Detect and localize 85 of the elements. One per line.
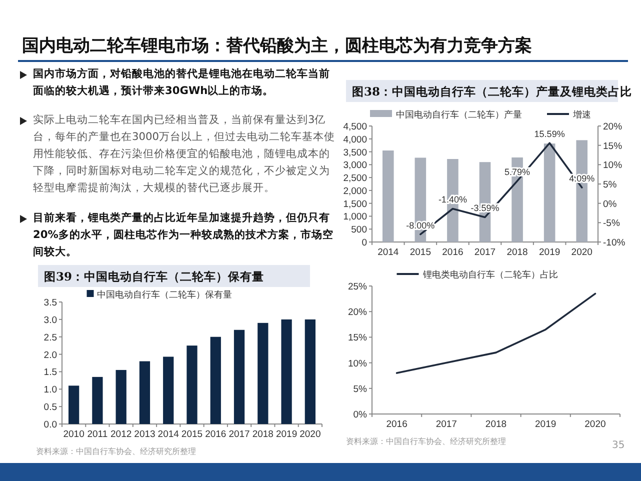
y-tick-label: 1,500 bbox=[343, 198, 367, 210]
text: 目前来看，锂电类产量的占比近年呈加速提升趋势，但仍只有20%多的水平，圆柱电芯作为一种较成熟的技术方案，市场空间较大。 bbox=[33, 211, 334, 260]
y2-tick-label: 0% bbox=[603, 198, 618, 210]
x-tick-label: 2020 bbox=[300, 429, 321, 440]
y2-tick-label: 20% bbox=[603, 122, 623, 132]
bar bbox=[258, 322, 268, 424]
bar bbox=[68, 386, 80, 424]
x-tick-label: 2017 bbox=[436, 419, 457, 430]
legend-label: 锂电类电动自行车（二轮车）占比 bbox=[422, 270, 558, 280]
text: 国内电动二轮车锂电市场：替代铅酸为主，圆柱电芯为有力竞争方案 bbox=[22, 35, 533, 57]
chart-title: 图39：中国电动自行车（二轮车）保有量 bbox=[44, 270, 264, 284]
x-tick-label: 2010 bbox=[63, 429, 84, 440]
text: 资料来源：中国自行车协会、经济研究所整理 bbox=[36, 447, 196, 456]
y-tick-label: 3.0 bbox=[44, 314, 57, 326]
data-label: 15.59% bbox=[534, 129, 565, 140]
legend-label: 中国电动自行车（二轮车）保有量 bbox=[96, 290, 232, 300]
legend-label: 中国电动自行车（二轮车）产量 bbox=[396, 110, 522, 120]
bar bbox=[544, 144, 556, 242]
x-tick-label: 2012 bbox=[110, 429, 132, 440]
y2-tick-label: 5% bbox=[603, 180, 618, 190]
x-tick-label: 2016 bbox=[442, 247, 464, 258]
bar bbox=[210, 336, 221, 424]
bar bbox=[116, 370, 126, 424]
x-tick-label: 2015 bbox=[410, 247, 431, 258]
data-label: -1.40% bbox=[438, 194, 467, 205]
y-tick-label: 5% bbox=[353, 384, 368, 395]
y-tick-label: 0% bbox=[353, 410, 368, 420]
y-tick-label: 15% bbox=[348, 332, 368, 344]
x-tick-label: 2017 bbox=[474, 247, 496, 258]
y-tick-label: 1.5 bbox=[44, 367, 57, 378]
bar bbox=[163, 356, 174, 424]
x-tick-label: 2019 bbox=[535, 419, 556, 430]
y2-tick-label: -10% bbox=[603, 238, 626, 248]
line-series bbox=[396, 292, 596, 374]
text: 35 bbox=[612, 440, 625, 451]
y-tick-label: 3,500 bbox=[343, 147, 367, 158]
y-tick-label: 2.0 bbox=[44, 350, 57, 361]
bar bbox=[281, 319, 292, 424]
x-tick-label: 2018 bbox=[252, 429, 274, 440]
bar bbox=[92, 376, 103, 424]
y-tick-label: 10% bbox=[348, 358, 368, 370]
bar bbox=[186, 346, 198, 424]
x-tick-label: 2019 bbox=[276, 429, 298, 440]
y-tick-label: 3.5 bbox=[44, 298, 57, 308]
bar bbox=[234, 330, 245, 424]
y-tick-label: 25% bbox=[348, 282, 368, 292]
data-label: 5.79% bbox=[504, 166, 530, 177]
y2-tick-label: 15% bbox=[603, 140, 623, 152]
y-tick-label: 0.5 bbox=[44, 402, 57, 414]
x-tick-label: 2016 bbox=[205, 429, 226, 440]
y2-tick-label: -5% bbox=[603, 218, 620, 230]
x-tick-label: 2015 bbox=[181, 429, 203, 440]
y-tick-label: 500 bbox=[351, 224, 367, 236]
data-label: 4.09% bbox=[569, 174, 595, 184]
bar bbox=[139, 361, 150, 424]
x-tick-label: 2014 bbox=[378, 247, 399, 258]
x-tick-label: 2018 bbox=[485, 419, 507, 430]
y-tick-label: 1.0 bbox=[44, 384, 57, 396]
chart-title: 图38：中国电动自行车（二轮车）产量及锂电类占比 bbox=[352, 84, 632, 98]
text: 国内市场方面，对铅酸电池的替代是锂电池在电动二轮车当前面临的较大机遇，预计带来30GWh以上的市场。 bbox=[33, 66, 331, 99]
bar bbox=[304, 319, 316, 424]
x-tick-label: 2020 bbox=[571, 247, 592, 258]
y2-tick-label: 10% bbox=[603, 160, 623, 172]
x-tick-label: 2016 bbox=[386, 419, 408, 430]
y-tick-label: 2,500 bbox=[343, 173, 367, 184]
x-tick-label: 2018 bbox=[506, 247, 528, 258]
y-tick-label: 4,500 bbox=[343, 122, 367, 132]
text: 资料来源：中国自行车协会、经济研究所整理 bbox=[346, 437, 506, 446]
x-tick-label: 2011 bbox=[87, 429, 108, 440]
y-tick-label: 1,000 bbox=[343, 212, 367, 223]
bar bbox=[382, 150, 394, 242]
legend-label: 增速 bbox=[572, 110, 591, 120]
x-tick-label: 2019 bbox=[539, 247, 560, 258]
y-tick-label: 3,000 bbox=[343, 160, 367, 172]
y-tick-label: 20% bbox=[348, 307, 368, 318]
y-tick-label: 4,000 bbox=[343, 134, 367, 146]
text: 实际上电动二轮车在国内已经相当普及，当前保有量达到3亿台，每年的产量也在3000万台以上，但过去电动二轮车基本使用性能较低、存在污染但价格便宜的铅酸电池，随锂电成本的下降，同时新国标对电动二轮车定义的规范化，不少被定义为轻型电摩需提前淘汰，大规模的替代已逐步展开。 bbox=[33, 113, 336, 196]
y-tick-label: 2,000 bbox=[343, 186, 367, 197]
y-tick-label: 0 bbox=[362, 238, 367, 248]
y-tick-label: 2.5 bbox=[44, 332, 57, 344]
y-tick-label: 0.0 bbox=[44, 420, 57, 430]
x-tick-label: 2020 bbox=[584, 419, 606, 430]
x-tick-label: 2013 bbox=[134, 429, 156, 440]
x-tick-label: 2014 bbox=[158, 429, 179, 440]
x-tick-label: 2017 bbox=[228, 429, 250, 440]
